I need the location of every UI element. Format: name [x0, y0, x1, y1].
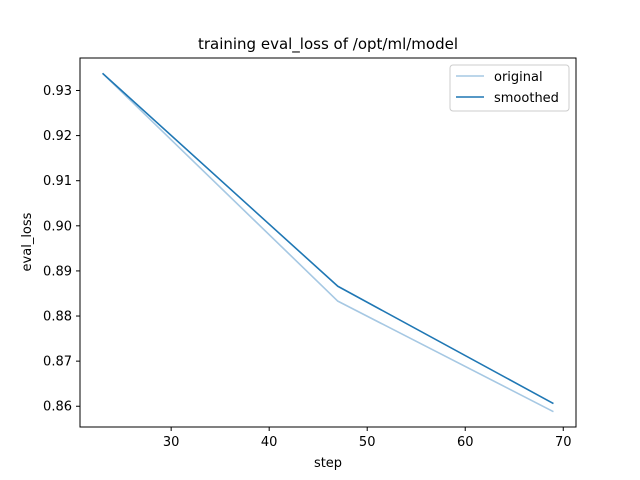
x-tick-label: 30 [163, 435, 180, 450]
y-tick-label: 0.92 [43, 129, 72, 144]
series-line-1 [102, 72, 554, 405]
x-tick-label: 60 [457, 435, 474, 450]
legend-label-0: original [494, 70, 543, 85]
y-tick-label: 0.91 [43, 174, 72, 189]
y-axis: 0.86 0.87 0.88 0.89 0.90 0.91 0.92 0.93 [43, 84, 80, 415]
chart-title: training eval_loss of /opt/ml/model [198, 35, 458, 54]
y-tick-label: 0.93 [43, 84, 72, 99]
x-tick-label: 70 [555, 435, 572, 450]
y-axis-label: eval_loss [20, 212, 35, 271]
y-tick-label: 0.89 [43, 264, 72, 279]
y-tick-label: 0.87 [43, 355, 72, 370]
y-tick-label: 0.86 [43, 400, 72, 415]
series-line-0 [101, 72, 554, 413]
y-tick-label: 0.90 [43, 219, 72, 234]
legend-label-1: smoothed [494, 91, 559, 106]
x-axis: 30 40 50 60 70 [163, 427, 572, 450]
x-tick-label: 40 [261, 435, 278, 450]
legend: original smoothed [449, 64, 570, 112]
x-tick-label: 50 [359, 435, 376, 450]
x-axis-label: step [314, 456, 342, 471]
plot-area [101, 72, 554, 413]
axes-frame [79, 57, 577, 428]
y-tick-label: 0.88 [43, 310, 72, 325]
